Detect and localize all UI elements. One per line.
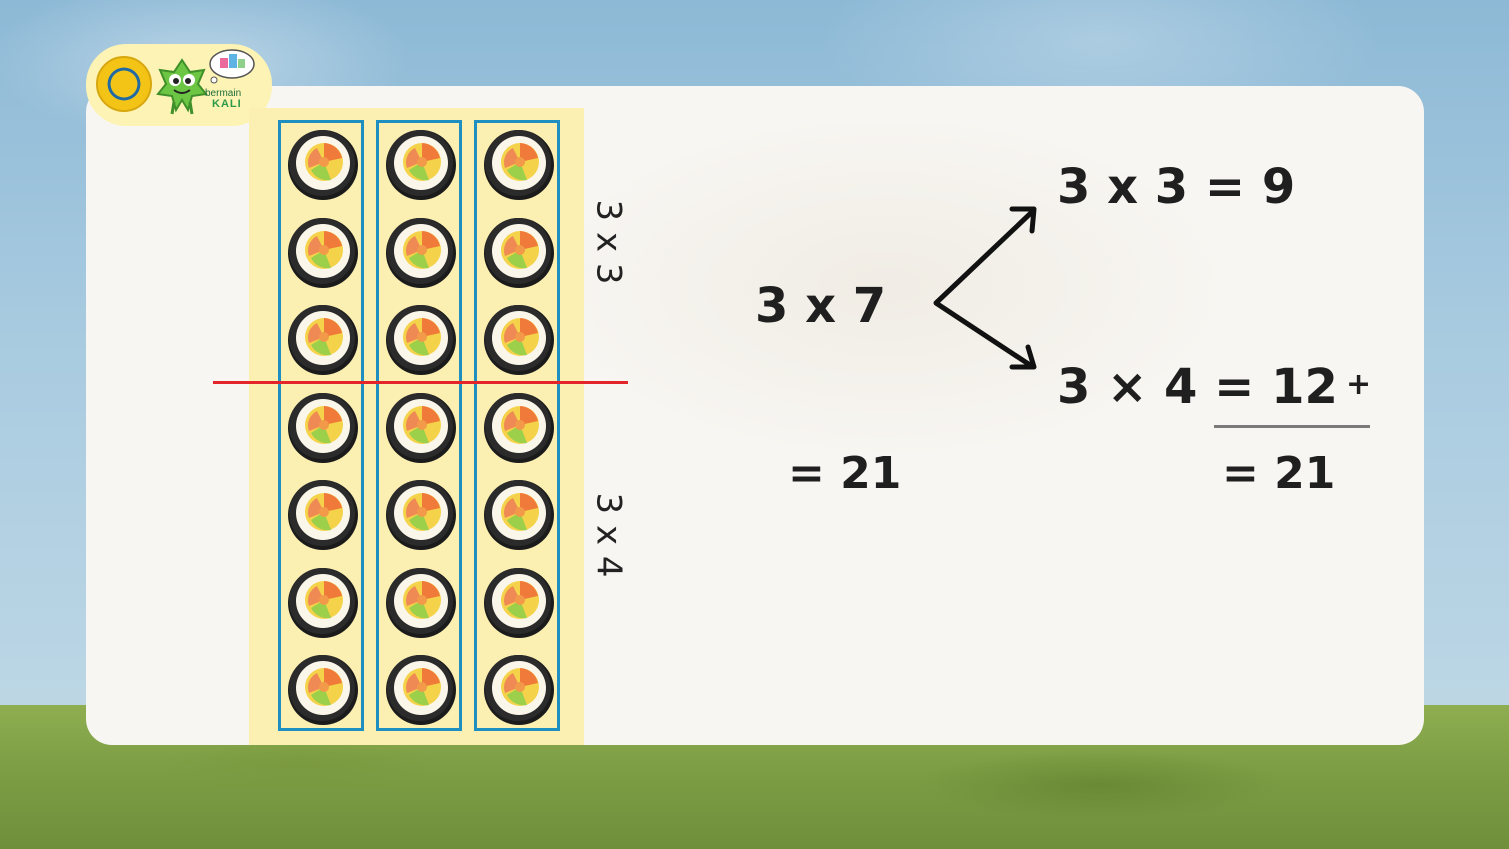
sushi-roll-icon — [288, 130, 358, 200]
sushi-roll-icon — [386, 567, 456, 638]
sushi-roll-icon — [484, 392, 554, 463]
mascot-icon — [156, 58, 208, 115]
sushi-roll-icon — [386, 217, 456, 288]
top-group-label: 3 x 3 — [588, 199, 629, 285]
sushi-roll-icon — [386, 305, 456, 375]
sushi-roll-icon — [288, 392, 358, 463]
sushi-roll-icon — [484, 130, 554, 200]
main-result: = 21 — [788, 448, 902, 499]
thought-bubble-icon — [209, 49, 255, 84]
part1-equation: 3 x 3 = 9 — [1057, 159, 1296, 215]
sushi-roll-icon — [386, 655, 456, 725]
sushi-roll-icon — [288, 305, 358, 375]
brand-name-bottom: KALI — [212, 98, 242, 110]
ministry-emblem-icon — [96, 56, 152, 112]
sushi-roll-icon — [484, 480, 554, 550]
plus-sign: + — [1346, 367, 1372, 402]
bottom-group-label: 3 x 4 — [588, 492, 629, 578]
sushi-roll-icon — [288, 567, 358, 638]
sushi-roll-icon — [288, 655, 358, 725]
brand-name-top: bermain — [205, 88, 242, 99]
decomposition-arrows-icon — [933, 206, 1037, 370]
sum-underline — [1214, 425, 1370, 428]
main-equation: 3 x 7 — [755, 278, 887, 334]
sushi-roll-icon — [386, 480, 456, 550]
sushi-column-2 — [376, 120, 462, 731]
sum-result: = 21 — [1222, 448, 1336, 499]
sushi-roll-icon — [484, 655, 554, 725]
sushi-roll-icon — [484, 217, 554, 288]
sushi-roll-icon — [484, 305, 554, 375]
sushi-column-1 — [278, 120, 364, 731]
sushi-roll-icon — [386, 392, 456, 463]
sushi-roll-icon — [386, 130, 456, 200]
split-line — [213, 381, 628, 384]
sushi-roll-icon — [288, 480, 358, 550]
part2-equation: 3 × 4 = 12 — [1057, 359, 1338, 415]
sushi-roll-icon — [484, 567, 554, 638]
sushi-roll-icon — [288, 217, 358, 288]
sushi-column-3 — [474, 120, 560, 731]
